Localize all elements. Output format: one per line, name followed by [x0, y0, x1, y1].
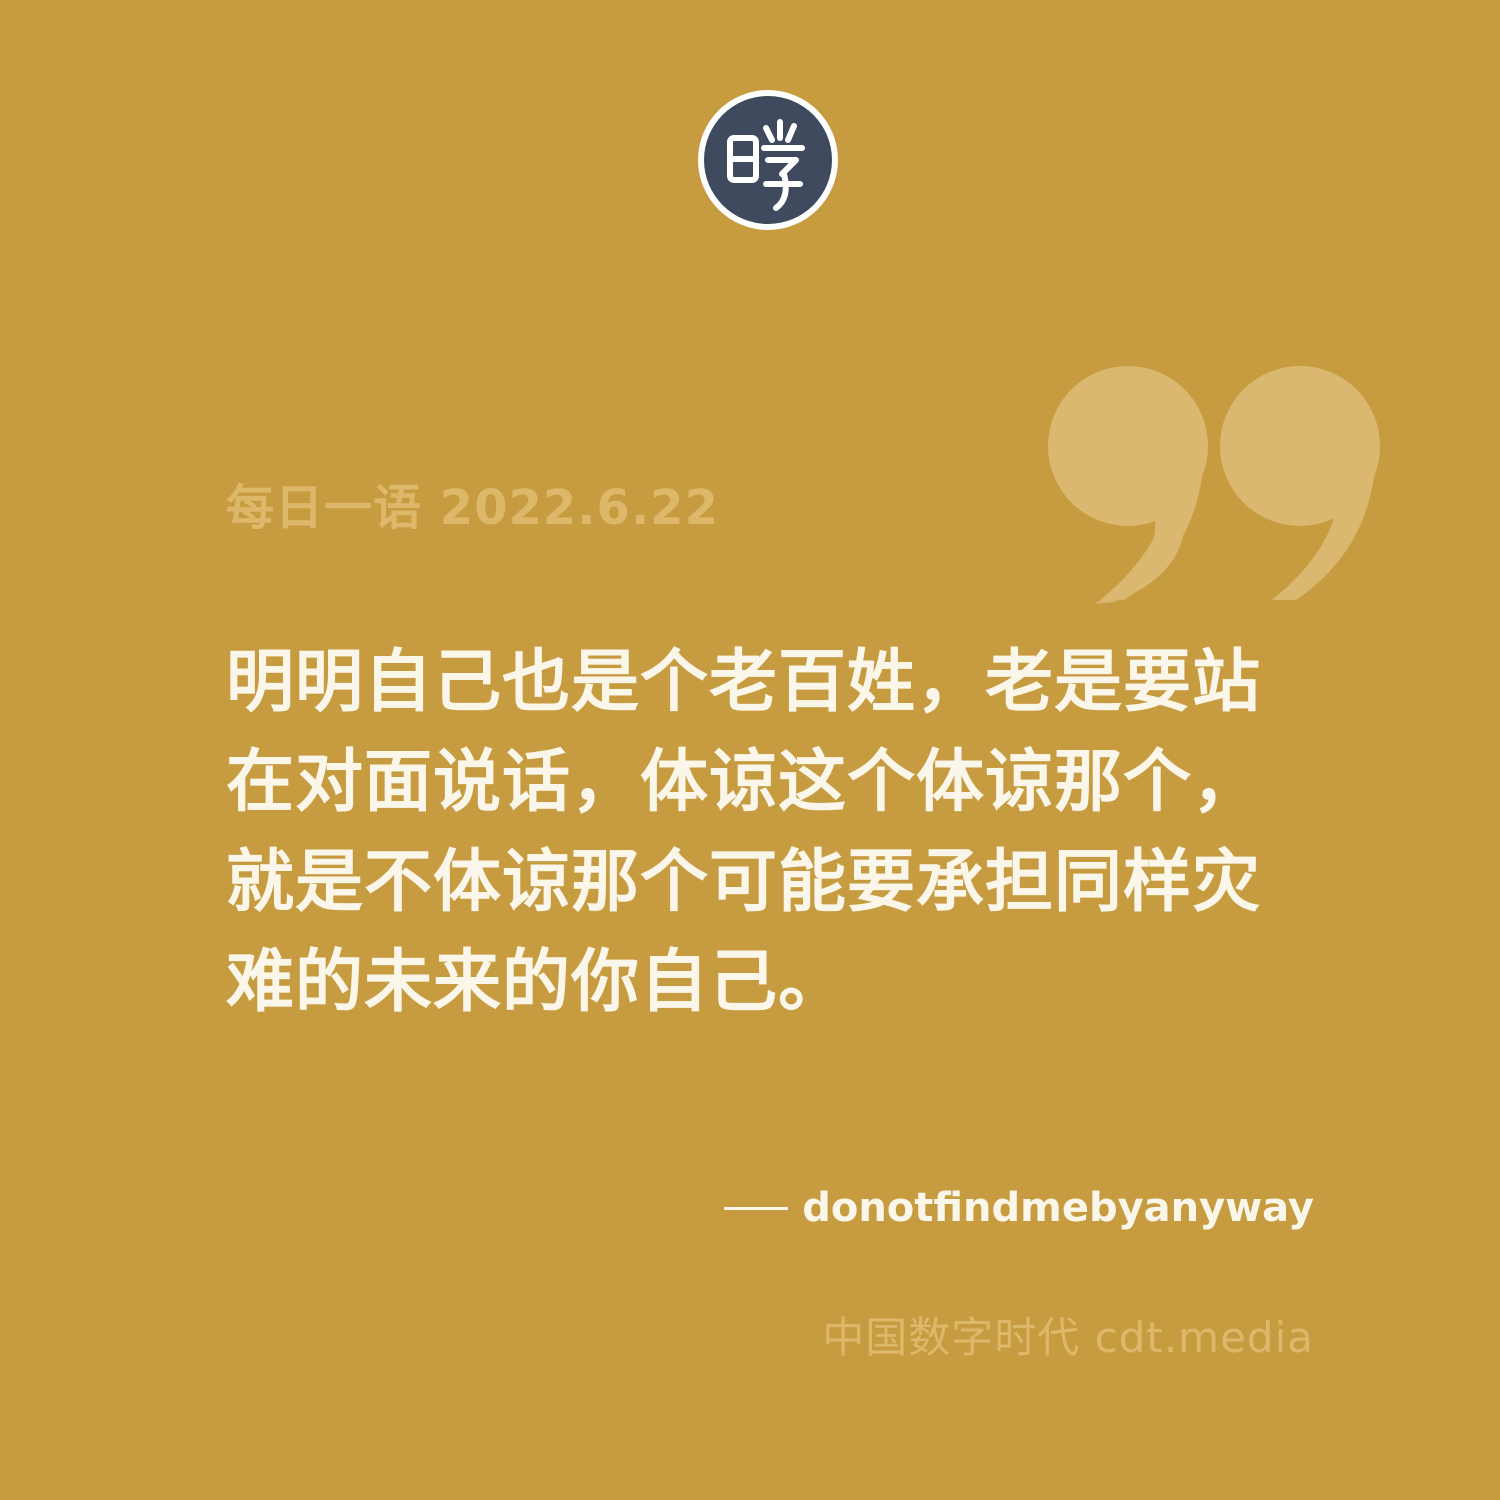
date-label: 每日一语 2022.6.22 — [226, 480, 719, 536]
seal-logo-svg — [698, 90, 838, 230]
closing-quotation-mark-icon — [1044, 362, 1384, 604]
quote-mark-svg — [1048, 366, 1380, 604]
attribution: donotfindmebyanyway — [724, 1180, 1314, 1236]
attribution-dash — [724, 1206, 789, 1210]
quote-text: 明明自己也是个老百姓，老是要站在对面说话，体谅这个体谅那个，就是不体谅那个可能要… — [226, 642, 1262, 1022]
author-name: donotfindmebyanyway — [802, 1185, 1314, 1231]
cdt-logo-icon — [696, 88, 840, 232]
footer-site-label: 中国数字时代 cdt.media — [822, 1313, 1314, 1362]
